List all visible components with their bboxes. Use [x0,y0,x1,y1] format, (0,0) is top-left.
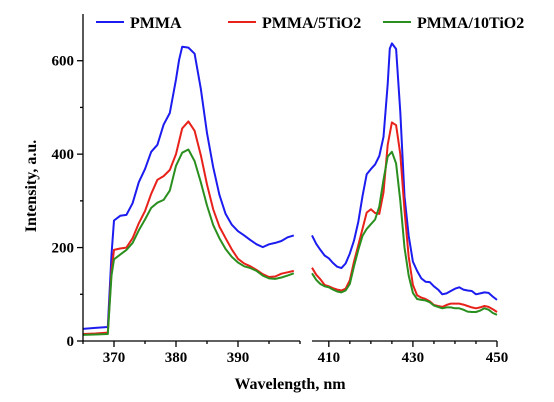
x-tick-label: 370 [103,350,126,366]
x-axis-title: Wavelength, nm [234,376,346,393]
y-tick-label: 0 [67,334,75,350]
legend-label-0: PMMA [130,15,182,32]
x-tick-label: 450 [486,350,509,366]
y-tick-label: 600 [52,54,75,70]
x-tick-label: 390 [227,350,250,366]
y-axis-title: Intensity, a.u. [23,140,40,232]
x-tick-label: 430 [402,350,425,366]
legend-label-1: PMMA/5TiO2 [262,15,361,32]
axes-layer: 0 200 400 600 370 380 390 410 430 450 [52,14,509,366]
series-line-0 [82,42,498,330]
x-tick-label: 410 [318,350,341,366]
y-tick-label: 200 [52,241,75,257]
x-tick-label: 380 [165,350,188,366]
legend-label-2: PMMA/10TiO2 [417,15,524,32]
legend: PMMA PMMA/5TiO2 PMMA/10TiO2 [96,15,524,32]
series-line-2 [82,148,498,336]
series-layer [82,42,498,336]
series-line-1 [82,120,498,335]
y-tick-label: 400 [52,147,75,163]
